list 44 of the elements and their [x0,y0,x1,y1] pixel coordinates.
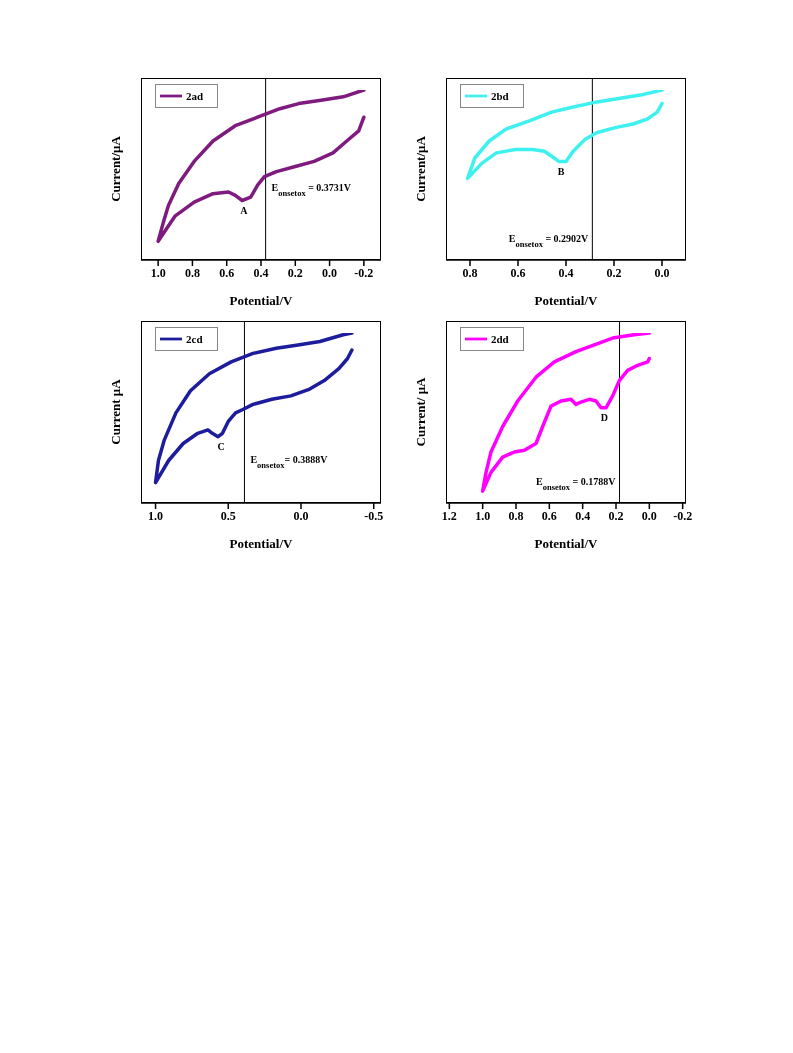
x-tick-label: 1.0 [148,508,164,523]
annotation: A [240,204,249,216]
x-tick-label: 0.0 [641,508,657,523]
ref-line-label: E$_{onsetox}$ = 0.2902V [508,232,590,249]
x-tick-label: 0.4 [575,508,591,523]
x-tick-label: 0.2 [287,265,303,280]
x-tick-label: 0.2 [606,265,622,280]
legend-label: 2dd [491,332,509,345]
x-tick-label: -0.2 [354,265,374,280]
x-tick-label: 0.8 [184,265,200,280]
x-tick-label: 0.5 [220,508,236,523]
x-tick-label: -0.2 [673,508,693,523]
y-axis-title: Current μA [108,378,124,447]
legend-label: 2ad [186,89,204,102]
y-axis-title: Current/μA [413,135,429,204]
annotation: B [557,165,565,177]
x-tick-label: 0.4 [253,265,269,280]
x-tick-label: 0.6 [510,265,526,280]
ref-line-label: E$_{onsetox}$ = 0.1788V [536,475,617,492]
x-tick-label: 0.6 [219,265,235,280]
x-tick-label: 0.8 [462,265,478,280]
legend-label: 2cd [186,332,203,345]
annotation: D [600,411,608,423]
x-tick-label: 0.4 [558,265,574,280]
annotation: C [217,440,225,452]
x-tick-label: 0.6 [541,508,557,523]
x-tick-label: 1.0 [150,265,166,280]
x-axis-title: Potential/V [229,293,294,308]
legend-label: 2bd [491,89,509,102]
x-axis-title: Potential/V [229,536,294,551]
x-axis-title: Potential/V [534,293,599,308]
ref-line-label: E$_{onsetox}$ = 0.3731V [271,181,352,198]
ref-line-label: E$_{onsetox}$= 0.3888V [250,453,329,470]
y-axis-title: Current/μA [108,135,124,204]
x-tick-label: 0.0 [293,508,309,523]
x-axis-title: Potential/V [534,536,599,551]
x-tick-label: 0.2 [608,508,624,523]
x-tick-label: 0.0 [654,265,670,280]
x-tick-label: 1.2 [441,508,457,523]
x-tick-label: 0.0 [322,265,338,280]
x-tick-label: 0.8 [508,508,524,523]
x-tick-label: 1.0 [475,508,491,523]
x-tick-label: -0.5 [364,508,384,523]
y-axis-title: Current/ μA [413,376,429,449]
